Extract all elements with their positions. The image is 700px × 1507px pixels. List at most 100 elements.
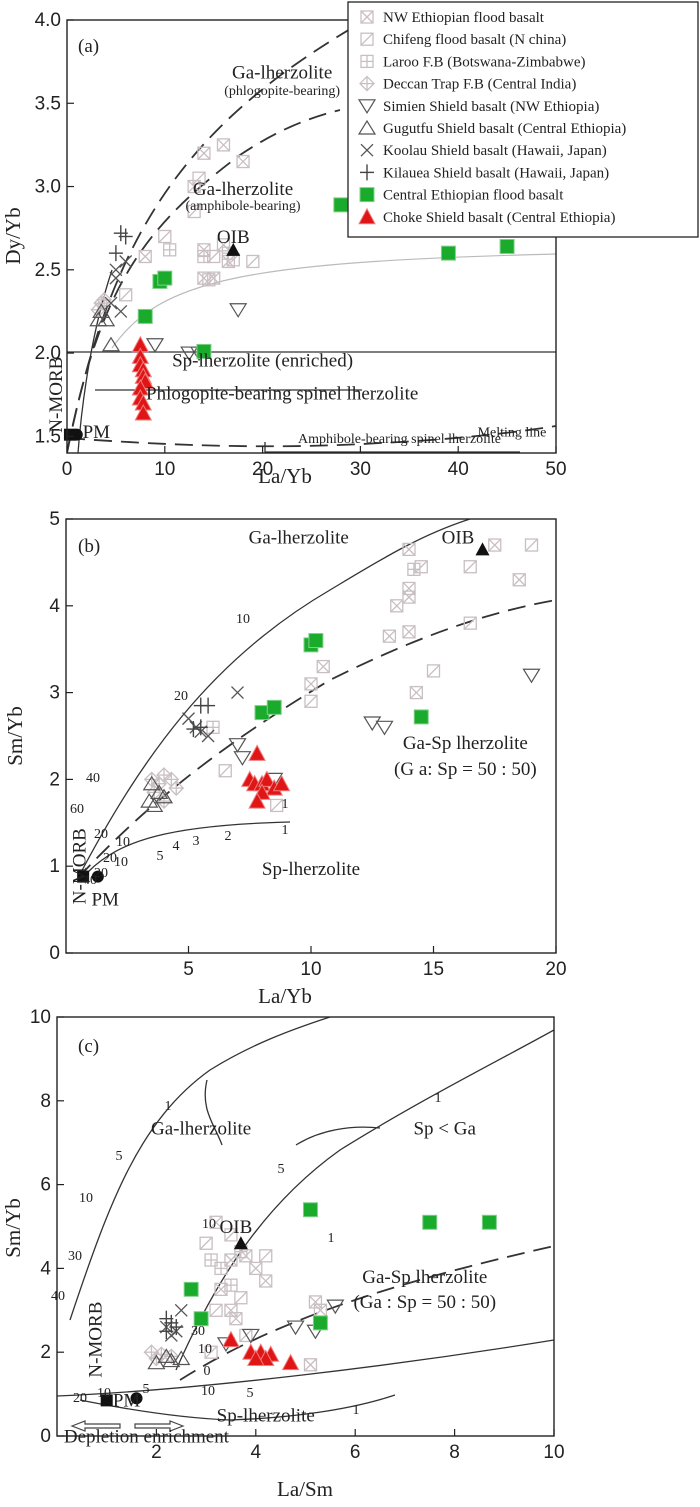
annotation: Ga-Sp lherzolite <box>403 733 528 754</box>
panel-c-annotations: Ga-lherzolite Sp < Ga OIB Ga-Sp lherzolite (… <box>64 1118 496 1447</box>
data-point-box-slash <box>204 1345 218 1359</box>
data-point-red-triangle <box>248 744 266 761</box>
legend-item: Chifeng flood basalt (N china) <box>360 32 566 48</box>
curve-label: 1 <box>282 823 289 838</box>
y-tick-label: 8 <box>40 1091 51 1112</box>
data-point-box-slash <box>524 538 539 552</box>
curve-label: 10 <box>198 1342 212 1357</box>
x-tick-label: 20 <box>252 459 273 480</box>
legend-label: Gugutfu Shield basalt (Central Ethiopia) <box>383 121 626 137</box>
annotation: (G a: Sp = 50 : 50) <box>394 759 537 780</box>
data-point-box-slash <box>119 288 133 302</box>
data-point-red-triangle <box>258 770 276 787</box>
curve-label: 10 <box>116 835 130 850</box>
curve-label: 1 <box>282 797 289 812</box>
curve-label: 3 <box>193 834 200 849</box>
data-point-tri-down <box>326 1299 345 1315</box>
panel-c: (c) Ga-lherzolite Sp < Ga OIB Ga-Sp lherzol… <box>1 1007 565 1501</box>
y-tick-label: 0 <box>49 943 60 964</box>
data-point-box-x <box>390 599 404 613</box>
curve-label: 0 <box>204 1364 211 1379</box>
annotation: Sp < Ga <box>413 1118 476 1139</box>
legend-symbol-box-x <box>360 10 374 24</box>
data-point-box-slash <box>209 1303 223 1317</box>
legend-item: Central Ethiopian flood basalt <box>359 187 564 204</box>
legend-symbol-tri-up <box>357 119 377 135</box>
legend-label: NW Ethiopian flood basalt <box>383 10 545 26</box>
x-tick-label: 5 <box>183 959 194 980</box>
annotation: PM <box>113 1391 141 1412</box>
data-point-green-square <box>196 343 212 359</box>
panel-label-a: (a) <box>78 36 99 57</box>
data-point-green-square <box>183 1281 199 1297</box>
x-tick-label: 30 <box>350 459 371 480</box>
panel-a: (a) Ga-lherzolite(phlogopite-bearing)Ga-… <box>1 10 567 488</box>
data-point-box-x <box>259 1274 273 1288</box>
annotation: Melting line <box>478 425 547 440</box>
data-point-plus <box>118 228 133 245</box>
y-tick-label: 4 <box>49 596 60 617</box>
annotation: Ga-lherzolite <box>193 179 293 200</box>
annotation: PM <box>83 422 111 443</box>
panel-b-annotations: Ga-lherzolite OIB Ga-Sp lherzolite (G a: Sp… <box>70 527 537 910</box>
data-point-green-square <box>308 633 324 649</box>
data-point-tri-down <box>228 738 247 753</box>
annotation: Sp-lherzolite (enriched) <box>172 350 353 371</box>
data-point-box-x <box>249 1261 263 1276</box>
data-point-green-square <box>157 270 173 286</box>
legend-item: NW Ethiopian flood basalt <box>360 10 545 26</box>
data-point-filled-circle <box>130 1392 143 1405</box>
data-point-filled-triangle <box>475 542 490 556</box>
data-point-box-plus <box>407 562 421 576</box>
legend-label: Kilauea Shield basalt (Hawaii, Japan) <box>383 165 609 181</box>
data-point-tri-down <box>241 1328 260 1344</box>
data-point-x <box>174 1303 188 1317</box>
x-tick-label: 50 <box>545 459 566 480</box>
data-point-box-x <box>409 685 424 700</box>
panel-c-curve-labels: 1 5 10 30 40 1 5 10 1 20 10 5 10 0 10 5 1 30 <box>51 1091 442 1418</box>
legend-label: Choke Shield basalt (Central Ethiopia) <box>383 210 615 226</box>
curve-label: 20 <box>94 827 108 842</box>
legend-symbol-box-slash <box>360 32 374 46</box>
panel-b-points <box>77 538 541 883</box>
panel-c-points <box>100 1202 497 1407</box>
y-tick-label: 2 <box>40 1342 51 1363</box>
data-point-box-slash <box>426 664 441 678</box>
data-point-plus <box>193 719 208 736</box>
curve-label: 10 <box>236 612 250 627</box>
y-tick-label: 2.5 <box>35 260 61 281</box>
data-point-x <box>182 712 195 726</box>
panel-b-ylabel: Sm/Yb <box>3 706 27 766</box>
curve-label: 5 <box>247 1386 254 1401</box>
annotation: Amphibole-bearing spinel lherzolite <box>298 432 501 447</box>
panel-a-curves <box>67 27 556 453</box>
panel-c-frame <box>56 1016 555 1437</box>
y-tick-label: 2.0 <box>35 343 61 364</box>
data-point-red-triangle <box>248 792 266 809</box>
x-tick-label: 6 <box>350 1442 361 1463</box>
data-point-x <box>119 255 133 268</box>
data-point-plus <box>108 245 123 262</box>
legend-label: Koolau Shield basalt (Hawaii, Japan) <box>383 143 607 159</box>
data-point-box-x <box>402 590 416 604</box>
data-point-box-x <box>303 1358 318 1372</box>
data-point-x <box>114 304 128 318</box>
legend-label: Deccan Trap F.B (Central India) <box>383 77 576 93</box>
data-point-box-plus <box>224 1278 238 1292</box>
data-point-red-triangle <box>222 1330 240 1348</box>
data-point-tri-up <box>142 775 161 791</box>
data-point-filled-circle <box>91 870 104 883</box>
data-point-plus <box>169 1319 184 1336</box>
curve-label: 20 <box>174 689 188 704</box>
panel-c-ylabel: Sm/Yb <box>1 1198 25 1258</box>
panel-a-points <box>63 138 515 441</box>
data-point-box-x <box>216 238 231 252</box>
data-point-tri-up <box>162 1352 181 1368</box>
data-point-diamond-plus <box>168 780 185 796</box>
annotation: OIB <box>220 1217 253 1238</box>
legend-symbol-plus <box>360 164 374 181</box>
data-point-filled-circle <box>70 428 83 441</box>
legend-symbol-green-square <box>359 187 375 203</box>
